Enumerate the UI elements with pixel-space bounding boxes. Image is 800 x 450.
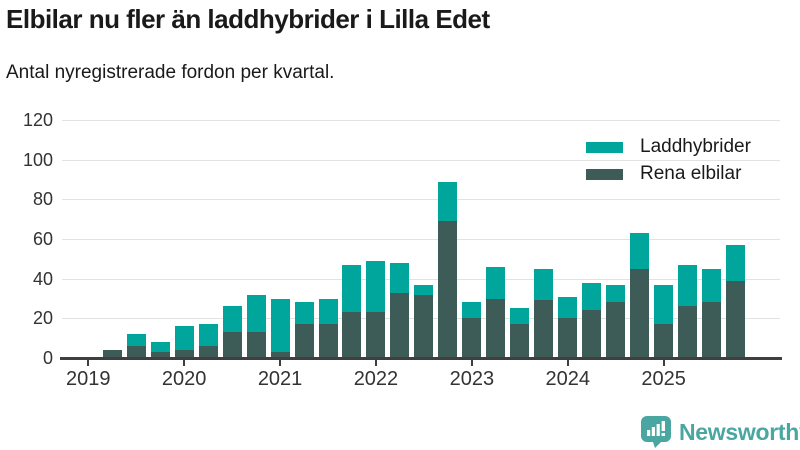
bar-segment-laddhybrider <box>126 334 146 347</box>
legend-swatch-rena-elbilar <box>586 168 623 180</box>
bar-segment-laddhybrider <box>174 326 194 351</box>
bar-segment-rena-elbilar <box>486 298 506 358</box>
chart-title: Elbilar nu fler än laddhybrider i Lilla … <box>6 4 490 34</box>
bar-segment-laddhybrider <box>462 302 482 319</box>
legend-item-rena-elbilar: Rena elbilar <box>586 163 751 184</box>
bar-segment-rena-elbilar <box>174 350 194 358</box>
bar-segment-rena-elbilar <box>630 268 650 358</box>
plot-area <box>62 120 780 358</box>
x-axis-tick-mark <box>662 360 665 366</box>
bar-segment-rena-elbilar <box>534 300 554 358</box>
x-axis-line <box>60 357 782 360</box>
bar-segment-rena-elbilar <box>462 318 482 358</box>
gridline <box>62 278 780 280</box>
bar-segment-laddhybrider <box>534 268 554 301</box>
bar-segment-laddhybrider <box>342 264 362 313</box>
bar-segment-rena-elbilar <box>150 352 170 358</box>
x-axis-tick-label: 2022 <box>353 368 399 390</box>
y-axis-tick-label: 40 <box>32 268 53 289</box>
bar-segment-laddhybrider <box>438 181 458 222</box>
bar-segment-laddhybrider <box>678 264 698 307</box>
bar-segment-rena-elbilar <box>726 280 746 358</box>
x-axis-tick-label: 2020 <box>161 368 207 390</box>
bar-segment-laddhybrider <box>246 294 266 333</box>
gridline <box>62 159 780 161</box>
chart-subtitle: Antal nyregistrerade fordon per kvartal. <box>6 62 335 83</box>
x-axis-tick-label: 2021 <box>257 368 303 390</box>
bar-segment-rena-elbilar <box>678 306 698 358</box>
y-axis-tick-label: 20 <box>32 308 53 329</box>
bar-segment-rena-elbilar <box>654 324 674 358</box>
bar-segment-laddhybrider <box>294 302 314 325</box>
bar-segment-laddhybrider <box>414 284 434 295</box>
legend-swatch-laddhybrider <box>586 141 623 153</box>
newsworthy-logo[interactable]: Newsworthy <box>641 416 800 448</box>
bar-segment-rena-elbilar <box>366 312 386 358</box>
bar-segment-laddhybrider <box>654 284 674 325</box>
bar-segment-laddhybrider <box>510 308 530 325</box>
bar-segment-laddhybrider <box>702 268 722 303</box>
bar-segment-rena-elbilar <box>126 346 146 358</box>
x-axis-tick-mark <box>566 360 569 366</box>
gridline <box>62 199 780 201</box>
bar-segment-laddhybrider <box>486 266 506 299</box>
bar-segment-rena-elbilar <box>246 332 266 358</box>
y-axis-tick-label: 120 <box>22 110 53 130</box>
bar-segment-rena-elbilar <box>510 324 530 358</box>
x-axis-tick-label: 2025 <box>641 368 686 390</box>
bar-segment-laddhybrider <box>270 298 290 353</box>
legend: Laddhybrider Rena elbilar <box>586 136 751 184</box>
x-axis-tick-mark <box>374 360 377 366</box>
legend-item-laddhybrider: Laddhybrider <box>586 136 751 157</box>
gridline <box>62 239 780 240</box>
newsworthy-logo-text: Newsworthy <box>679 418 800 445</box>
bar-segment-rena-elbilar <box>438 221 458 358</box>
bar-segment-laddhybrider <box>150 342 170 353</box>
bar-segment-laddhybrider <box>582 282 602 311</box>
bar-segment-laddhybrider <box>366 260 386 313</box>
bar-segment-laddhybrider <box>630 233 650 269</box>
y-axis-tick-label: 60 <box>32 229 53 249</box>
bar-segment-rena-elbilar <box>294 324 314 358</box>
bar-segment-laddhybrider <box>198 324 218 347</box>
y-axis-tick-label: 80 <box>32 189 53 210</box>
bar-segment-laddhybrider <box>318 298 338 325</box>
x-axis-tick-label: 2024 <box>545 368 590 390</box>
y-axis-tick-label: 100 <box>22 149 53 170</box>
x-axis-tick-mark <box>470 360 473 366</box>
legend-label-laddhybrider: Laddhybrider <box>640 136 751 157</box>
bar-segment-rena-elbilar <box>198 346 218 358</box>
x-axis-tick-mark <box>183 360 186 366</box>
bar-segment-laddhybrider <box>222 306 242 333</box>
bar-segment-rena-elbilar <box>582 310 602 358</box>
legend-label-rena-elbilar: Rena elbilar <box>640 163 742 184</box>
x-axis-tick-label: 2019 <box>66 368 111 390</box>
bar-segment-rena-elbilar <box>270 352 290 358</box>
bar-segment-laddhybrider <box>726 244 746 281</box>
bar-segment-rena-elbilar <box>558 318 578 358</box>
bar-segment-rena-elbilar <box>414 294 434 358</box>
bar-segment-rena-elbilar <box>102 350 122 358</box>
x-axis-tick-mark <box>87 360 90 366</box>
bar-segment-rena-elbilar <box>222 332 242 358</box>
bar-chart-speech-bubble-icon <box>641 416 671 448</box>
x-axis-tick-mark <box>279 360 282 366</box>
bar-segment-laddhybrider <box>606 284 626 303</box>
bar-segment-laddhybrider <box>558 296 578 319</box>
gridline <box>62 120 780 121</box>
bar-segment-rena-elbilar <box>342 312 362 358</box>
bar-segment-rena-elbilar <box>318 324 338 358</box>
y-axis-tick-label: 0 <box>42 348 53 368</box>
x-axis-tick-label: 2023 <box>449 368 495 390</box>
bar-segment-rena-elbilar <box>390 292 410 358</box>
bar-segment-rena-elbilar <box>606 302 626 358</box>
bar-segment-rena-elbilar <box>702 302 722 358</box>
bar-segment-laddhybrider <box>390 262 410 293</box>
